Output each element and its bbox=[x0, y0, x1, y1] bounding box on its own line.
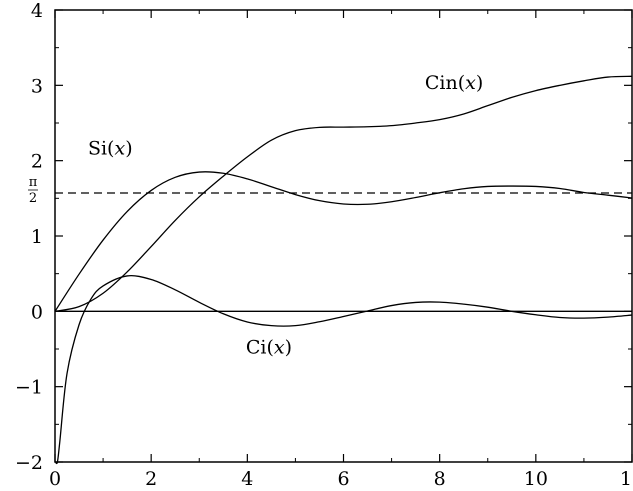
x-tick-label: 2 bbox=[145, 468, 157, 490]
ci-x-label: Ci(x) bbox=[246, 337, 292, 359]
x-tick-label: 10 bbox=[524, 468, 548, 490]
si-x-curve bbox=[54, 171, 633, 312]
y-tick-label: 0 bbox=[31, 301, 43, 323]
x-tick-label: 6 bbox=[337, 468, 349, 490]
y-tick-label: 1 bbox=[31, 226, 43, 248]
x-tick-label: 0 bbox=[49, 468, 61, 490]
pi-half-tick-denominator: 2 bbox=[29, 191, 37, 206]
ci-x-curve bbox=[54, 275, 633, 465]
y-tick-label: 3 bbox=[31, 75, 43, 97]
x-tick-label: 12 bbox=[620, 468, 633, 490]
cin-x-label: Cin(x) bbox=[425, 72, 483, 94]
y-tick-label: 2 bbox=[31, 151, 43, 173]
y-tick-label: −1 bbox=[15, 377, 43, 399]
plot-frame bbox=[54, 9, 633, 463]
y-tick-label: 4 bbox=[31, 0, 43, 22]
y-tick-label: −2 bbox=[15, 452, 43, 474]
pi-half-tick-numerator: π bbox=[29, 175, 38, 190]
x-tick-label: 4 bbox=[241, 468, 253, 490]
x-tick-label: 8 bbox=[434, 468, 446, 490]
si-x-label: Si(x) bbox=[88, 138, 133, 160]
cin-x-curve bbox=[54, 75, 633, 312]
